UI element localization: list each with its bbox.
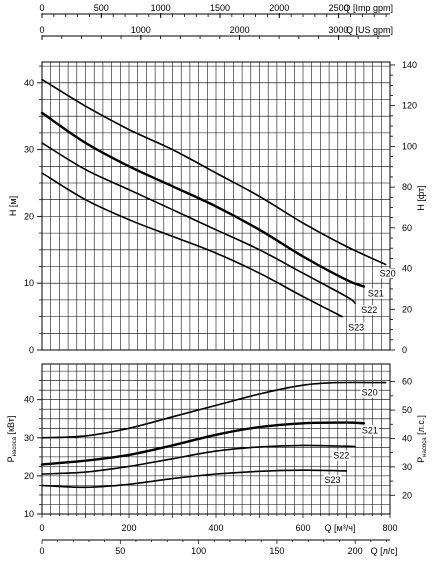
frame-layer (37, 13, 395, 544)
power-left-axis-tick-label: 40 (24, 395, 34, 405)
second-bottom-axis-tick-label: 200 (348, 546, 363, 556)
power-right-axis-tick-label: 60 (402, 377, 412, 387)
power-curve-label-s20: S20 (362, 388, 378, 398)
top-axis-tick-label: 1000 (131, 25, 151, 35)
bottom-axis-tick-label: 600 (295, 523, 310, 533)
power-right-axis-tick-label: 40 (402, 433, 412, 443)
right-axis-tick-label: 40 (402, 264, 412, 274)
bottom-axis-tick-label: 800 (382, 523, 397, 533)
head-right-axis-title: H [фт] (416, 185, 426, 210)
left-axis-tick-label: 0 (29, 345, 34, 355)
power-curve-s21 (40, 421, 366, 466)
head-curve-s21 (40, 111, 366, 288)
head-curve-label-s20: S20 (380, 268, 396, 278)
right-axis-tick-label: 100 (402, 141, 417, 151)
power-curve-label-s21: S21 (362, 425, 378, 435)
power-curve-label-bg (360, 425, 379, 436)
power-curve-s22 (41, 444, 356, 475)
top-axis-tick-label: 1500 (210, 3, 230, 13)
right-axis-tick-label: 140 (402, 60, 417, 70)
head-y-axis-title: H [м] (8, 196, 18, 216)
bottom-axis-tick-label: 0 (39, 523, 44, 533)
head-curve-label-bg (360, 305, 379, 316)
left-axis-tick-label: 20 (24, 211, 34, 221)
bottom-axis-tick-label: 200 (121, 523, 136, 533)
second-bottom-axis-tick-label: 50 (115, 546, 125, 556)
curve-layer (40, 78, 387, 489)
left-axis-tick-label: 10 (24, 278, 34, 288)
head-curve-label-s23: S23 (348, 323, 364, 333)
left-axis-tick-label: 40 (24, 78, 34, 88)
top-axis-tick-label: 500 (94, 3, 109, 13)
power-right-axis-title: Pнасоса [л.с.] (416, 415, 428, 463)
power-curve-label-bg (360, 387, 379, 398)
top-axis-tick-label: 2000 (230, 25, 250, 35)
top-axis-title: Q [US gpm] (346, 25, 393, 35)
second-bottom-axis-tick-label: 150 (269, 546, 284, 556)
power-curve-label-s22: S22 (333, 451, 349, 461)
head-curve-label-s22: S22 (361, 305, 377, 315)
head-plot-frame (41, 61, 391, 351)
power-right-axis-tick-label: 30 (402, 462, 412, 472)
bottom-axis-tick-label: 400 (208, 523, 223, 533)
head-curve-s20 (41, 78, 387, 266)
left-axis-tick-label: 30 (24, 145, 34, 155)
power-y-axis-title: Pнасоса [кВт] (6, 416, 18, 463)
power-left-axis-tick-label: 20 (24, 471, 34, 481)
second-bottom-axis-tick-label: 0 (39, 546, 44, 556)
right-axis-tick-label: 120 (402, 101, 417, 111)
head-curve-label-bg (347, 322, 366, 333)
power-curve-label-s23: S23 (325, 475, 341, 485)
right-axis-tick-label: 60 (402, 223, 412, 233)
right-axis-tick-label: 80 (402, 182, 412, 192)
head-curve-s23 (41, 172, 343, 318)
top-axis-tick-label: 3000 (328, 25, 348, 35)
power-curve-label-bg (332, 450, 351, 461)
top-axis-tick-label: 2500 (329, 3, 349, 13)
top-axis-title: Q [Imp gpm] (343, 3, 393, 13)
head-curve-s22 (41, 142, 356, 304)
head-curve-label-bg (378, 268, 397, 279)
top-axis-tick-label: 0 (39, 25, 44, 35)
right-axis-tick-label: 20 (402, 304, 412, 314)
power-curve-label-bg (323, 474, 342, 485)
second-bottom-axis-tick-label: 100 (191, 546, 206, 556)
power-right-axis-tick-label: 50 (402, 405, 412, 415)
right-axis-tick-label: 0 (402, 345, 407, 355)
power-curve-s23 (41, 469, 348, 489)
power-right-axis-tick-label: 20 (402, 490, 412, 500)
head-curve-label-s21: S21 (368, 289, 384, 299)
bottom-axis-title: Q [м³/ч] (325, 523, 356, 533)
top-axis-tick-label: 0 (39, 3, 44, 13)
power-left-axis-tick-label: 30 (24, 433, 34, 443)
second-bottom-axis-title: Q [л/с] (371, 546, 398, 556)
power-curve-s20 (41, 381, 387, 439)
grid-layer (41, 62, 391, 515)
top-axis-tick-label: 1000 (151, 3, 171, 13)
power-left-axis-tick-label: 10 (24, 509, 34, 519)
top-axis-tick-label: 2000 (269, 3, 289, 13)
head-curve-label-bg (366, 288, 385, 299)
